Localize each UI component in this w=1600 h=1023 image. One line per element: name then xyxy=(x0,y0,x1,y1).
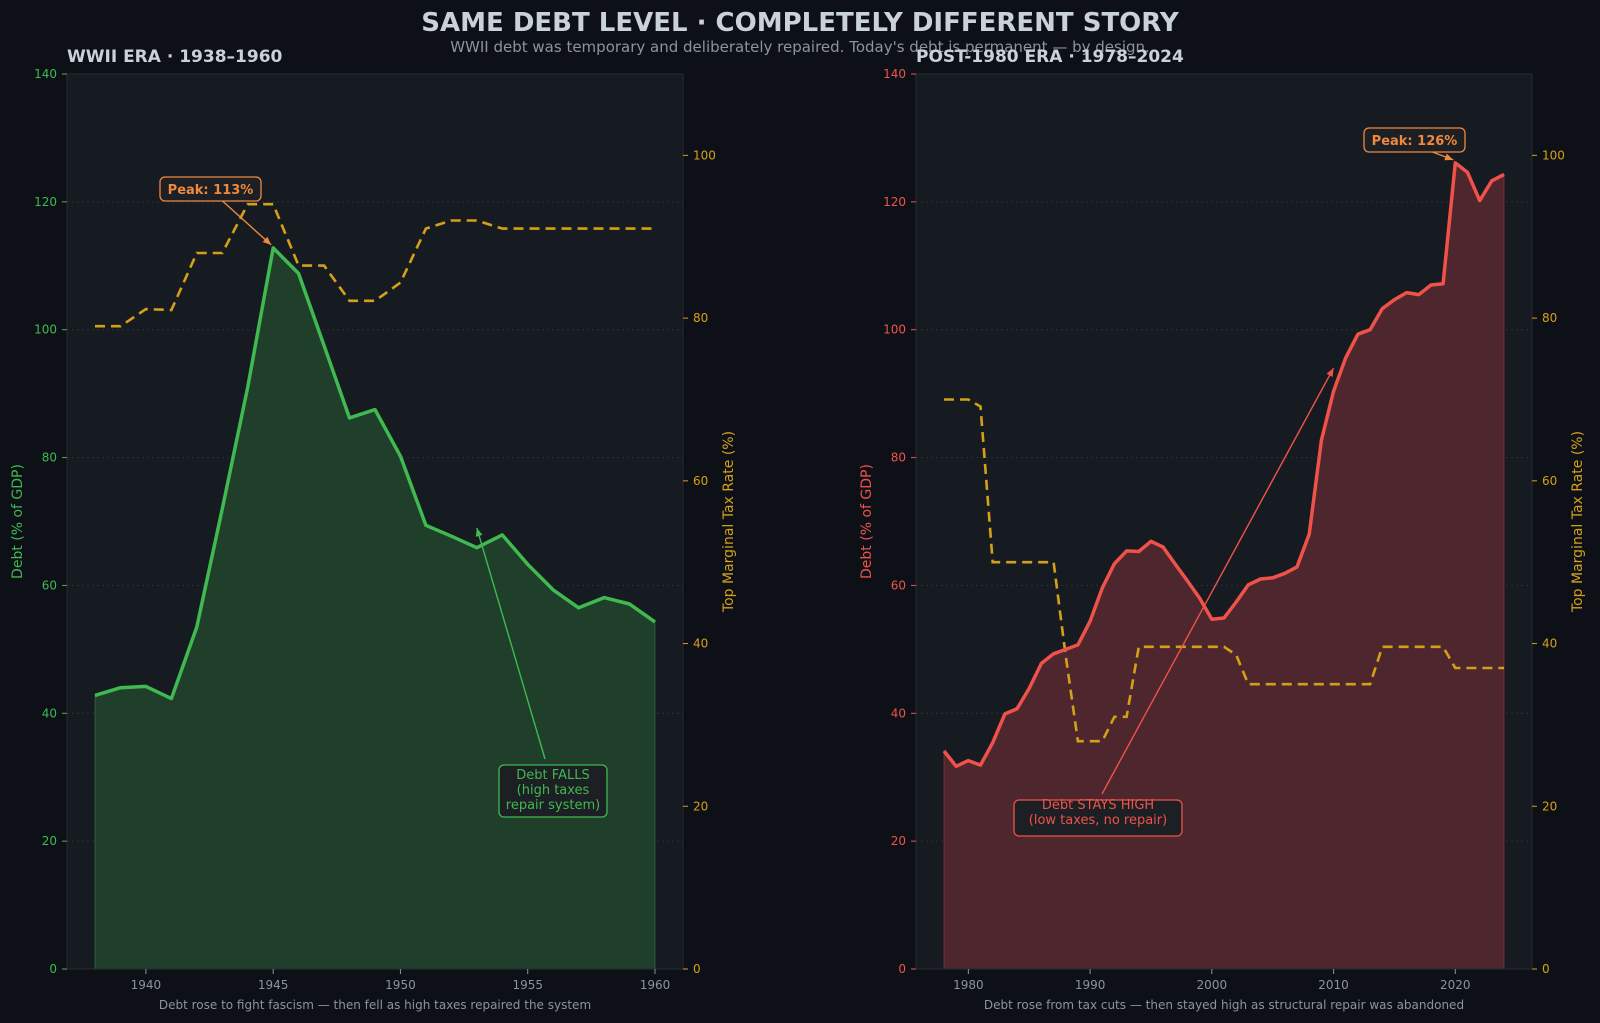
wwii-tax-rate-line xyxy=(95,202,655,328)
wwii-debt-tick-label: 60 xyxy=(42,578,57,592)
modern-x-tick-label: 1980 xyxy=(953,978,984,992)
modern-tax-tick-label: 60 xyxy=(1542,474,1557,488)
modern-peak-label-box xyxy=(1363,127,1466,153)
modern-debt-tick-label: 20 xyxy=(891,834,906,848)
modern-debt-tick-label: 0 xyxy=(898,962,906,976)
wwii-tax-axis-label: Top Marginal Tax Rate (%) xyxy=(721,431,737,613)
wwii-x-tick-label: 1945 xyxy=(258,978,289,992)
modern-debt-line xyxy=(942,161,1505,769)
wwii-trend-arrow xyxy=(476,527,546,760)
modern-debt-tick-label: 100 xyxy=(883,323,906,337)
modern-debt-tick-label: 80 xyxy=(891,451,906,465)
modern-trend-arrow xyxy=(1101,367,1335,795)
wwii-x-tick-label: 1950 xyxy=(385,978,416,992)
wwii-tax-tick-label: 80 xyxy=(693,311,708,325)
wwii-debt-tick-label: 20 xyxy=(42,834,57,848)
wwii-peak-arrow xyxy=(222,200,272,246)
main-title: SAME DEBT LEVEL · COMPLETELY DIFFERENT S… xyxy=(421,8,1180,38)
modern-tax-tick-label: 100 xyxy=(1542,148,1565,162)
modern-tax-tick-label: 0 xyxy=(1542,962,1550,976)
modern-tax-axis-label: Top Marginal Tax Rate (%) xyxy=(1570,431,1586,613)
modern-panel-title: POST-1980 ERA · 1978–2024 xyxy=(916,47,1184,67)
modern-peak-arrowhead xyxy=(1444,153,1454,161)
wwii-trend-label-line: Debt FALLS xyxy=(516,768,589,783)
wwii-plot-frame xyxy=(66,73,684,970)
wwii-caption: Debt rose to fight fascism — then fell a… xyxy=(159,998,591,1012)
wwii-peak-arrowhead xyxy=(262,236,272,245)
wwii-trend-label-line: (high taxes xyxy=(517,783,590,798)
wwii-tax-tick-label: 60 xyxy=(693,474,708,488)
modern-debt-tick-label: 60 xyxy=(891,578,906,592)
wwii-debt-tick-label: 40 xyxy=(42,706,57,720)
wwii-era-panel: 0 20 40 60 80 100 120 140 0 20 40 60 80 100 1940 1945 19… xyxy=(10,47,737,1012)
wwii-trend-arrowhead xyxy=(475,527,483,537)
subtitle: WWII debt was temporary and deliberately… xyxy=(450,38,1150,56)
modern-debt-tick-label: 40 xyxy=(891,706,906,720)
wwii-debt-tick-label: 140 xyxy=(34,67,57,81)
modern-tax-tick-label: 80 xyxy=(1542,311,1557,325)
wwii-debt-tick-label: 120 xyxy=(34,195,57,209)
post-1980-era-panel: 0 20 40 60 80 100 120 140 0 20 40 60 80 100 1980 1990 20… xyxy=(859,47,1586,1012)
modern-plot-frame xyxy=(915,73,1533,970)
modern-x-tick-label: 1990 xyxy=(1075,978,1106,992)
modern-peak-label: Peak: 126% xyxy=(1372,134,1458,149)
modern-tax-tick-label: 40 xyxy=(1542,637,1557,651)
wwii-tax-tick-label: 40 xyxy=(693,637,708,651)
wwii-tax-tick-label: 0 xyxy=(693,962,701,976)
wwii-peak-label: Peak: 113% xyxy=(168,183,254,198)
wwii-debt-tick-label: 0 xyxy=(49,962,57,976)
wwii-tax-tick-label: 100 xyxy=(693,148,716,162)
modern-debt-tick-label: 140 xyxy=(883,67,906,81)
wwii-tax-tick-label: 20 xyxy=(693,799,708,813)
wwii-debt-tick-label: 100 xyxy=(34,323,57,337)
wwii-debt-tick-label: 80 xyxy=(42,451,57,465)
modern-tax-tick-label: 20 xyxy=(1542,799,1557,813)
modern-debt-axis-label: Debt (% of GDP) xyxy=(859,464,875,579)
wwii-trend-label-box xyxy=(498,764,608,818)
wwii-x-tick-label: 1955 xyxy=(512,978,543,992)
modern-caption: Debt rose from tax cuts — then stayed hi… xyxy=(984,998,1464,1012)
modern-x-tick-label: 2020 xyxy=(1440,978,1471,992)
wwii-x-tick-label: 1940 xyxy=(131,978,162,992)
modern-x-tick-label: 2010 xyxy=(1318,978,1349,992)
wwii-panel-title: WWII ERA · 1938–1960 xyxy=(67,47,283,67)
modern-trend-label-box xyxy=(1013,799,1183,837)
wwii-trend-label-line: repair system) xyxy=(506,798,600,813)
wwii-x-tick-label: 1960 xyxy=(640,978,671,992)
modern-debt-tick-label: 120 xyxy=(883,195,906,209)
wwii-debt-line xyxy=(94,246,657,701)
modern-trend-label-line: Debt STAYS HIGH xyxy=(1042,798,1154,813)
wwii-debt-axis-label: Debt (% of GDP) xyxy=(10,464,26,579)
wwii-peak-label-box xyxy=(159,176,262,202)
modern-trend-arrowhead xyxy=(1326,368,1334,378)
modern-trend-label-line: (low taxes, no repair) xyxy=(1029,813,1167,828)
modern-x-tick-label: 2000 xyxy=(1197,978,1228,992)
modern-tax-rate-line xyxy=(944,398,1504,743)
